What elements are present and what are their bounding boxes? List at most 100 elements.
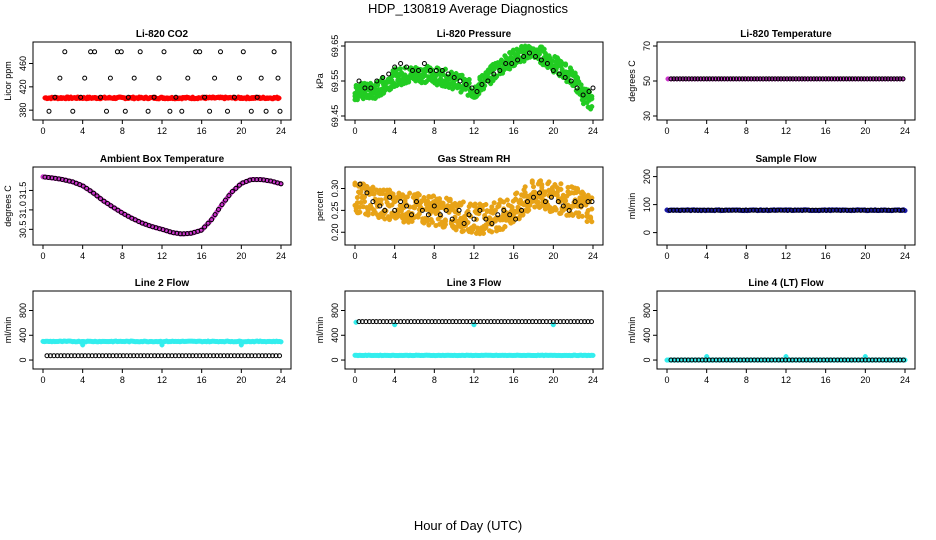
data-point (728, 76, 733, 82)
data-point (740, 207, 746, 213)
data-point (548, 194, 554, 200)
data-point (231, 94, 237, 100)
data-point (829, 76, 835, 82)
data-point (117, 353, 123, 359)
data-point (437, 212, 443, 218)
data-point (586, 89, 592, 94)
data-point (799, 207, 805, 213)
data-point (891, 76, 897, 82)
data-point (739, 76, 745, 82)
data-point (205, 220, 211, 226)
data-point (374, 78, 380, 84)
data-point (174, 230, 180, 236)
data-point (474, 319, 480, 325)
y-tick-label: 400 (330, 328, 340, 343)
data-point (859, 357, 865, 363)
data-point (772, 76, 778, 82)
y-tick-label: 0.20 (330, 223, 340, 241)
data-point (137, 49, 143, 55)
data-point (364, 190, 370, 196)
data-point (550, 68, 556, 73)
data-point (691, 207, 697, 213)
data-point (357, 209, 363, 215)
data-point (778, 76, 784, 82)
data-point (161, 49, 167, 55)
data-point (108, 203, 114, 209)
x-tick-label: 0 (664, 251, 669, 261)
data-point (695, 76, 701, 82)
data-point (727, 357, 733, 363)
y-tick-label: 50 (642, 76, 652, 86)
data-point (757, 76, 763, 82)
series-2 (357, 181, 595, 226)
x-tick-label: 24 (588, 375, 598, 385)
x-tick-label: 20 (548, 251, 558, 261)
panel-1: Li-820 CO2 Licor ppm 0 4 8 12 16 20 24 380 420 460 (3, 29, 292, 136)
x-tick-label: 12 (781, 126, 791, 136)
data-point (858, 207, 864, 213)
data-point (138, 353, 144, 359)
data-point (796, 76, 802, 82)
data-point (553, 206, 559, 212)
data-point (460, 199, 466, 205)
data-point (270, 353, 276, 359)
x-tick-label: 24 (276, 375, 286, 385)
data-point (416, 211, 422, 217)
x-tick-label: 16 (821, 126, 831, 136)
data-point (733, 76, 739, 82)
data-point (489, 221, 495, 226)
data-point (872, 207, 878, 213)
data-point (537, 319, 542, 325)
x-tick-label: 8 (744, 126, 749, 136)
data-point (68, 353, 74, 359)
data-point (568, 78, 574, 84)
data-point (787, 76, 793, 82)
data-point (879, 76, 885, 82)
data-point (873, 76, 879, 82)
data-point (572, 199, 578, 205)
data-point (202, 224, 208, 230)
data-point (589, 319, 594, 325)
data-point (814, 76, 820, 82)
data-point (539, 182, 545, 188)
data-point (897, 76, 903, 82)
data-point (870, 76, 876, 82)
data-point (427, 68, 433, 73)
data-point (200, 353, 206, 359)
x-tick-label: 24 (900, 126, 910, 136)
data-point (404, 194, 410, 200)
data-point (111, 205, 117, 211)
data-point (882, 207, 888, 213)
data-point (742, 76, 748, 82)
panel-title: Sample Flow (755, 154, 816, 165)
data-point (107, 75, 113, 81)
data-point (775, 76, 781, 82)
data-point (240, 49, 246, 55)
data-point (537, 190, 542, 196)
data-point (848, 207, 853, 213)
panel-title: Li-820 Temperature (740, 29, 832, 40)
data-point (900, 207, 905, 213)
x-tick-label: 16 (821, 375, 831, 385)
x-tick-label: 0 (352, 251, 357, 261)
data-point (589, 206, 595, 212)
y-tick-label: 800 (642, 303, 652, 318)
data-point (793, 76, 799, 82)
data-point (245, 353, 251, 359)
data-point (497, 68, 503, 73)
data-point (442, 217, 448, 223)
x-tick-label: 16 (509, 126, 519, 136)
data-point (254, 94, 260, 100)
series-2 (356, 319, 594, 325)
data-point (461, 221, 467, 226)
data-point (159, 342, 165, 348)
x-tick-label: 12 (157, 251, 167, 261)
data-point (725, 76, 730, 82)
data-point (405, 319, 411, 325)
data-point (667, 207, 673, 213)
x-tick-label: 24 (588, 126, 598, 136)
x-tick-label: 4 (392, 251, 397, 261)
data-point (212, 75, 218, 81)
data-point (474, 89, 480, 94)
x-tick-label: 20 (236, 375, 246, 385)
